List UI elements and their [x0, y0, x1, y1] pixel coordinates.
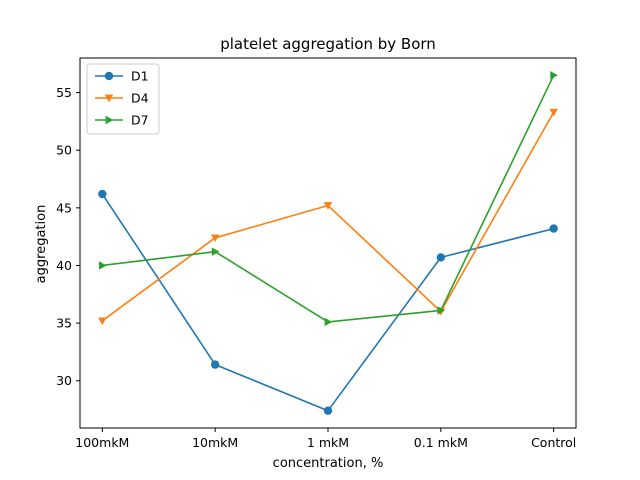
- y-tick-label: 50: [56, 143, 72, 158]
- x-tick-label: 10mkM: [192, 435, 238, 450]
- data-point-marker: [98, 261, 107, 270]
- data-point-marker: [105, 115, 114, 125]
- plot-frame: [79, 57, 577, 429]
- data-point-marker: [104, 71, 114, 81]
- data-point-marker: [549, 224, 558, 233]
- data-point-marker: [324, 317, 333, 327]
- y-tick-label: 45: [56, 200, 72, 215]
- legend-box: [86, 63, 160, 135]
- data-point-marker: [98, 317, 107, 326]
- x-axis-ticks: 100mkM 10mkM 1 mkM 0.1 mkM Control: [75, 428, 576, 450]
- data-point-marker: [550, 71, 558, 80]
- legend-item-d4: D4: [95, 91, 149, 106]
- data-point-marker: [210, 360, 220, 369]
- x-tick-label: 100mkM: [75, 435, 129, 450]
- legend-label: D1: [131, 69, 149, 84]
- data-point-marker: [437, 306, 446, 315]
- series-d7: [98, 71, 558, 327]
- y-tick-label: 40: [56, 258, 72, 273]
- y-tick-label: 35: [56, 316, 72, 331]
- y-tick-label: 30: [56, 373, 72, 388]
- legend: D1 D4 D7: [86, 63, 160, 135]
- series-d1: [98, 189, 558, 415]
- y-axis-ticks: 30 35 40 45 50 55: [56, 85, 80, 388]
- legend-label: D4: [131, 91, 149, 106]
- x-tick-label: 0.1 mkM: [414, 435, 468, 450]
- series-layer: [98, 71, 558, 415]
- y-axis-label: aggregation: [34, 205, 49, 284]
- x-tick-label: 1 mkM: [307, 435, 349, 450]
- legend-item-d7: D7: [95, 113, 149, 128]
- legend-label: D7: [131, 113, 149, 128]
- legend-item-d1: D1: [95, 69, 149, 84]
- data-point-marker: [211, 247, 220, 256]
- data-point-marker: [436, 253, 446, 262]
- data-point-marker: [323, 406, 333, 415]
- data-point-marker: [323, 202, 333, 210]
- data-point-marker: [98, 189, 107, 199]
- x-tick-label: Control: [531, 435, 576, 450]
- data-point-marker: [210, 234, 220, 243]
- data-point-marker: [549, 108, 558, 117]
- x-axis-label: concentration, %: [273, 456, 384, 471]
- y-tick-label: 55: [56, 85, 72, 100]
- chart-title: platelet aggregation by Born: [220, 35, 436, 53]
- data-point-marker: [104, 94, 114, 103]
